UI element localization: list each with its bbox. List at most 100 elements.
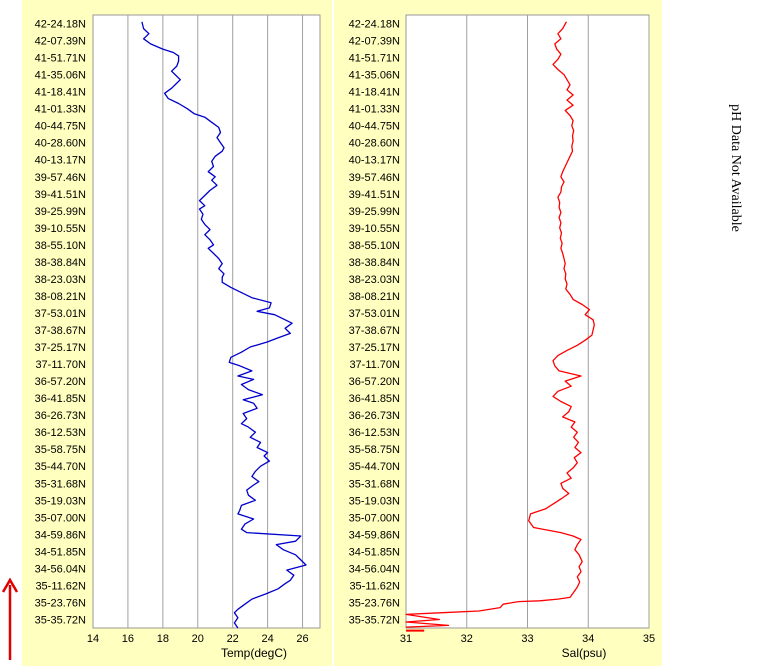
temp-series-line [141, 21, 307, 629]
sal-y-tick-label: 34-59.86N [349, 529, 400, 541]
sal-x-tick-label: 34 [582, 633, 594, 645]
sal-x-tick-label: 33 [521, 633, 533, 645]
sal-y-tick-label: 38-55.10N [349, 240, 400, 252]
temp-y-tick-label: 38-08.21N [35, 291, 86, 303]
temp-y-tick-label: 34-56.04N [35, 563, 86, 575]
temp-x-ticks: 14 16 18 20 22 24 26 [87, 633, 309, 645]
temp-y-tick-label: 34-59.86N [35, 529, 86, 541]
temp-x-tick-label: 16 [122, 633, 134, 645]
temp-y-tick-label: 36-26.73N [35, 410, 86, 422]
temp-y-tick-label: 34-51.85N [35, 546, 86, 558]
temp-x-tick-label: 20 [192, 633, 204, 645]
sal-y-tick-label: 38-38.84N [349, 257, 400, 269]
sal-y-tick-label: 39-25.99N [349, 206, 400, 218]
sal-grid [466, 15, 650, 628]
temp-y-tick-label: 35-35.72N [35, 614, 86, 626]
temp-y-tick-label: 41-35.06N [35, 70, 86, 82]
temp-series [141, 21, 307, 629]
sal-y-tick-label: 41-01.33N [349, 104, 400, 116]
temp-y-tick-label: 36-41.85N [35, 393, 86, 405]
sal-series [405, 21, 595, 632]
temp-y-tick-label: 37-25.17N [35, 342, 86, 354]
sal-y-tick-label: 35-35.72N [349, 614, 400, 626]
sal-y-tick-label: 37-38.67N [349, 325, 400, 337]
sal-y-tick-label: 40-13.17N [349, 155, 400, 167]
temp-y-tick-label: 37-53.01N [35, 308, 86, 320]
temp-y-tick-label: 35-11.62N [35, 580, 86, 592]
temp-y-tick-label: 35-19.03N [35, 495, 86, 507]
sal-y-tick-label: 34-51.85N [349, 546, 400, 558]
temp-y-tick-label: 41-18.41N [35, 87, 86, 99]
temp-y-tick-label: 35-44.70N [35, 461, 86, 473]
sal-x-tick-label: 35 [643, 633, 655, 645]
temp-y-tick-label: 36-12.53N [35, 427, 86, 439]
sal-y-tick-label: 35-44.70N [349, 461, 400, 473]
temp-plot-area [92, 14, 321, 629]
temp-y-tick-label: 37-11.70N [35, 359, 86, 371]
temp-y-tick-label: 42-24.18N [35, 19, 86, 31]
sal-y-tick-label: 40-44.75N [349, 121, 400, 133]
sal-y-tick-label: 39-10.55N [349, 223, 400, 235]
sal-y-tick-label: 41-51.71N [349, 53, 400, 65]
temp-x-tick-label: 24 [261, 633, 273, 645]
temp-x-tick-label: 14 [87, 633, 99, 645]
sal-x-tick-label: 32 [461, 633, 473, 645]
sal-y-tick-label: 36-12.53N [349, 427, 400, 439]
temp-y-tick-label: 35-31.68N [35, 478, 86, 490]
temp-y-tick-label: 40-28.60N [35, 138, 86, 150]
sal-y-tick-label: 38-23.03N [349, 274, 400, 286]
sal-y-tick-label: 35-58.75N [349, 444, 400, 456]
sal-y-tick-label: 40-28.60N [349, 138, 400, 150]
sal-y-tick-label: 41-18.41N [349, 87, 400, 99]
temp-y-tick-label: 37-38.67N [35, 325, 86, 337]
temp-y-labels: 42-24.18N 42-07.39N 41-51.71N 41-35.06N 41-1… [35, 19, 86, 627]
temp-y-tick-label: 40-13.17N [35, 155, 86, 167]
up-arrow-icon [1, 577, 19, 660]
temp-grid [127, 15, 304, 628]
temp-x-tick-label: 18 [157, 633, 169, 645]
sal-y-tick-label: 36-57.20N [349, 376, 400, 388]
temp-y-tick-label: 36-57.20N [35, 376, 86, 388]
sal-y-tick-label: 37-53.01N [349, 308, 400, 320]
temp-x-axis-title: Temp(degC) [221, 646, 287, 660]
sal-y-tick-label: 38-08.21N [349, 291, 400, 303]
sal-series-line [405, 21, 595, 628]
temp-y-tick-label: 41-51.71N [35, 53, 86, 65]
temp-y-tick-label: 42-07.39N [35, 36, 86, 48]
temp-y-tick-label: 35-58.75N [35, 444, 86, 456]
temp-x-tick-label: 22 [227, 633, 239, 645]
temp-y-tick-label: 39-25.99N [35, 206, 86, 218]
sal-x-tick-label: 31 [400, 633, 412, 645]
sal-y-tick-label: 41-35.06N [349, 70, 400, 82]
sal-y-tick-label: 37-25.17N [349, 342, 400, 354]
temp-x-tick-label: 26 [296, 633, 308, 645]
sal-y-tick-label: 35-07.00N [349, 512, 400, 524]
sal-y-tick-label: 37-11.70N [349, 359, 400, 371]
sal-y-tick-label: 34-56.04N [349, 563, 400, 575]
sal-y-tick-label: 39-41.51N [349, 189, 400, 201]
sal-y-tick-label: 35-23.76N [349, 597, 400, 609]
sal-y-tick-label: 42-24.18N [349, 19, 400, 31]
temp-y-tick-label: 39-10.55N [35, 223, 86, 235]
ph-note: pH Data Not Available [728, 104, 743, 232]
sal-y-tick-label: 36-41.85N [349, 393, 400, 405]
temp-y-tick-label: 40-44.75N [35, 121, 86, 133]
sal-y-tick-label: 36-26.73N [349, 410, 400, 422]
sal-x-axis-title: Sal(psu) [562, 646, 607, 660]
sal-y-tick-label: 35-31.68N [349, 478, 400, 490]
sal-y-labels: 42-24.18N 42-07.39N 41-51.71N 41-35.06N 41-1… [349, 19, 400, 627]
temp-y-tick-label: 35-07.00N [35, 512, 86, 524]
sal-y-tick-label: 35-19.03N [349, 495, 400, 507]
sal-x-ticks: 31 32 33 34 35 [400, 633, 655, 645]
sal-y-tick-label: 35-11.62N [349, 580, 400, 592]
temp-y-tick-label: 39-41.51N [35, 189, 86, 201]
sal-y-tick-label: 42-07.39N [349, 36, 400, 48]
temp-y-tick-label: 35-23.76N [35, 597, 86, 609]
temp-y-tick-label: 41-01.33N [35, 104, 86, 116]
sal-y-tick-label: 39-57.46N [349, 172, 400, 184]
temp-y-tick-label: 38-55.10N [35, 240, 86, 252]
temp-y-tick-label: 38-38.84N [35, 257, 86, 269]
temp-y-tick-label: 38-23.03N [35, 274, 86, 286]
temp-y-tick-label: 39-57.46N [35, 172, 86, 184]
